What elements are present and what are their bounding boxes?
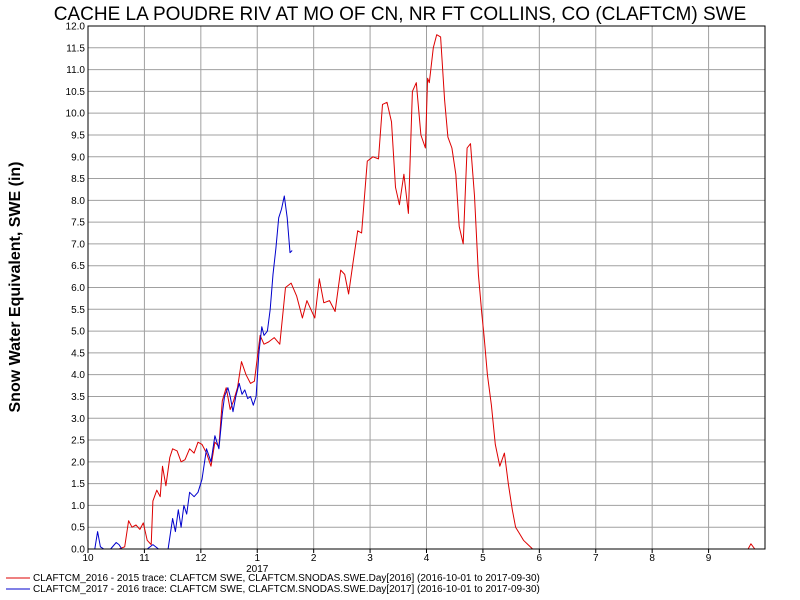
y-axis-ticks: 0.0 0.5 1.0 1.5 2.0 2.5 3.0 3.5 4.0 4.5 5.0 5.5 6.0 6… (66, 22, 86, 556)
x-tick-label: 2 (311, 553, 317, 564)
y-tick-label: 0.0 (71, 545, 85, 556)
y-tick-label: 9.0 (71, 152, 85, 163)
y-tick-label: 9.5 (71, 130, 85, 141)
legend-entry-1: CLAFTCM_2017 - 2016 trace: CLAFTCM SWE, … (33, 584, 540, 595)
y-tick-label: 1.5 (71, 479, 85, 490)
y-tick-label: 4.0 (71, 370, 85, 381)
x-tick-label: 6 (537, 553, 543, 564)
series-lines (88, 34, 756, 550)
y-tick-label: 10.5 (66, 87, 86, 98)
y-tick-label: 8.5 (71, 174, 85, 185)
y-tick-label: 12.0 (66, 22, 86, 33)
y-tick-label: 3.0 (71, 414, 85, 425)
x-year-label: 2017 (246, 564, 269, 575)
plot-frame (87, 25, 766, 550)
series-line-0 (88, 34, 756, 550)
y-tick-label: 0.5 (71, 523, 85, 534)
y-tick-label: 11.5 (66, 43, 85, 54)
y-tick-label: 5.5 (71, 305, 85, 316)
y-tick-label: 5.0 (71, 327, 85, 338)
y-tick-label: 1.0 (71, 501, 85, 512)
y-tick-label: 6.5 (71, 261, 85, 272)
y-tick-label: 2.0 (71, 457, 85, 468)
y-tick-label: 4.5 (71, 348, 85, 359)
x-tick-label: 7 (593, 553, 599, 564)
x-tick-label: 10 (82, 553, 94, 564)
y-tick-label: 10.0 (66, 109, 86, 120)
legend: CLAFTCM_2016 - 2015 trace: CLAFTCM SWE, … (6, 573, 540, 595)
x-tick-label: 4 (424, 553, 430, 564)
y-tick-label: 8.0 (71, 196, 85, 207)
x-tick-label: 12 (195, 553, 207, 564)
chart-title: CACHE LA POUDRE RIV AT MO OF CN, NR FT C… (54, 4, 747, 25)
series-line-1 (88, 195, 293, 550)
y-tick-label: 7.0 (71, 239, 85, 250)
x-tick-label: 1 (254, 553, 260, 564)
y-tick-label: 11.0 (66, 65, 85, 76)
x-tick-label: 8 (649, 553, 655, 564)
x-tick-label: 11 (139, 553, 150, 564)
x-tick-label: 9 (706, 553, 712, 564)
y-tick-label: 7.5 (71, 218, 85, 229)
y-tick-label: 2.5 (71, 436, 85, 447)
legend-entry-0: CLAFTCM_2016 - 2015 trace: CLAFTCM SWE, … (33, 573, 540, 584)
x-tick-label: 5 (480, 553, 486, 564)
x-tick-label: 3 (367, 553, 373, 564)
y-tick-label: 6.0 (71, 283, 85, 294)
y-tick-label: 3.5 (71, 392, 85, 403)
y-axis-label: Snow Water Equivalent, SWE (in) (7, 162, 24, 413)
